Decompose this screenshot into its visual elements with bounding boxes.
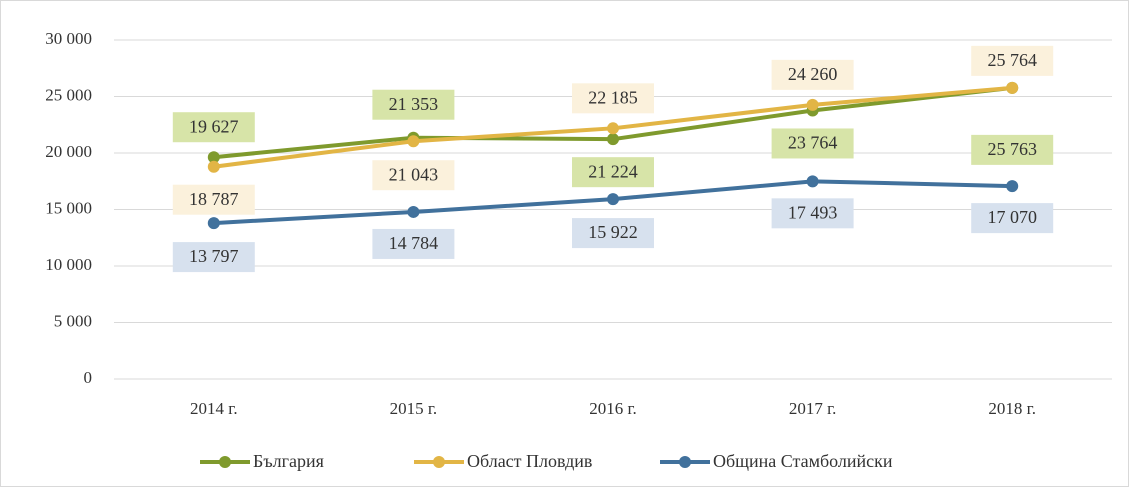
data-label: 17 493 bbox=[788, 202, 838, 222]
y-tick-label: 20 000 bbox=[45, 142, 92, 161]
point bbox=[207, 160, 220, 173]
data-label: 13 797 bbox=[189, 246, 239, 266]
point bbox=[407, 205, 420, 218]
data-label: 18 787 bbox=[189, 189, 239, 209]
data-label-box bbox=[971, 134, 1054, 165]
point bbox=[407, 135, 420, 148]
y-tick-label: 10 000 bbox=[45, 255, 92, 274]
legend-marker bbox=[679, 456, 691, 468]
data-label: 15 922 bbox=[588, 222, 638, 242]
legend-label: Област Пловдив bbox=[467, 451, 592, 471]
data-label-box bbox=[971, 45, 1054, 76]
data-label-box bbox=[372, 89, 455, 120]
data-label: 17 070 bbox=[987, 207, 1037, 227]
x-tick-label: 2017 г. bbox=[789, 399, 837, 418]
data-label: 24 260 bbox=[788, 64, 838, 84]
y-tick-label: 0 bbox=[84, 368, 93, 387]
data-label-box bbox=[372, 228, 455, 259]
data-label: 23 764 bbox=[788, 133, 838, 153]
x-tick-label: 2016 г. bbox=[589, 399, 637, 418]
y-tick-label: 30 000 bbox=[45, 29, 92, 48]
data-label-box bbox=[172, 242, 255, 273]
y-tick-label: 25 000 bbox=[45, 85, 92, 104]
x-tick-label: 2018 г. bbox=[988, 399, 1036, 418]
point bbox=[1006, 81, 1019, 94]
data-label-box bbox=[372, 160, 455, 191]
data-label-box bbox=[771, 128, 854, 159]
point bbox=[806, 175, 819, 188]
point bbox=[607, 193, 619, 206]
point bbox=[806, 98, 819, 111]
data-label: 19 627 bbox=[189, 116, 239, 136]
y-tick-label: 15 000 bbox=[45, 198, 92, 217]
data-label: 21 353 bbox=[389, 94, 439, 114]
legend-label: Община Стамболийски bbox=[713, 451, 893, 471]
legend-marker bbox=[219, 456, 231, 468]
point bbox=[1006, 180, 1019, 193]
data-label: 21 043 bbox=[389, 164, 439, 184]
data-label: 21 224 bbox=[588, 161, 638, 181]
data-label-box bbox=[572, 83, 654, 114]
data-label-box bbox=[771, 198, 854, 229]
point bbox=[207, 217, 220, 230]
x-tick-label: 2015 г. bbox=[390, 399, 438, 418]
point bbox=[607, 133, 619, 146]
data-label-box bbox=[971, 203, 1054, 234]
data-label-box bbox=[771, 59, 854, 90]
y-tick-label: 5 000 bbox=[54, 311, 92, 330]
data-label: 14 784 bbox=[389, 233, 439, 253]
data-label: 22 185 bbox=[588, 87, 638, 107]
point bbox=[607, 122, 619, 135]
data-label-box bbox=[572, 157, 654, 188]
legend-marker bbox=[433, 456, 445, 468]
data-label: 25 764 bbox=[987, 50, 1037, 70]
data-label: 25 763 bbox=[987, 139, 1037, 159]
data-label-box bbox=[172, 112, 255, 143]
point bbox=[207, 151, 220, 164]
x-tick-label: 2014 г. bbox=[190, 399, 238, 418]
legend-label: България bbox=[253, 451, 324, 471]
data-label-box bbox=[172, 184, 255, 215]
data-label-box bbox=[572, 218, 654, 249]
